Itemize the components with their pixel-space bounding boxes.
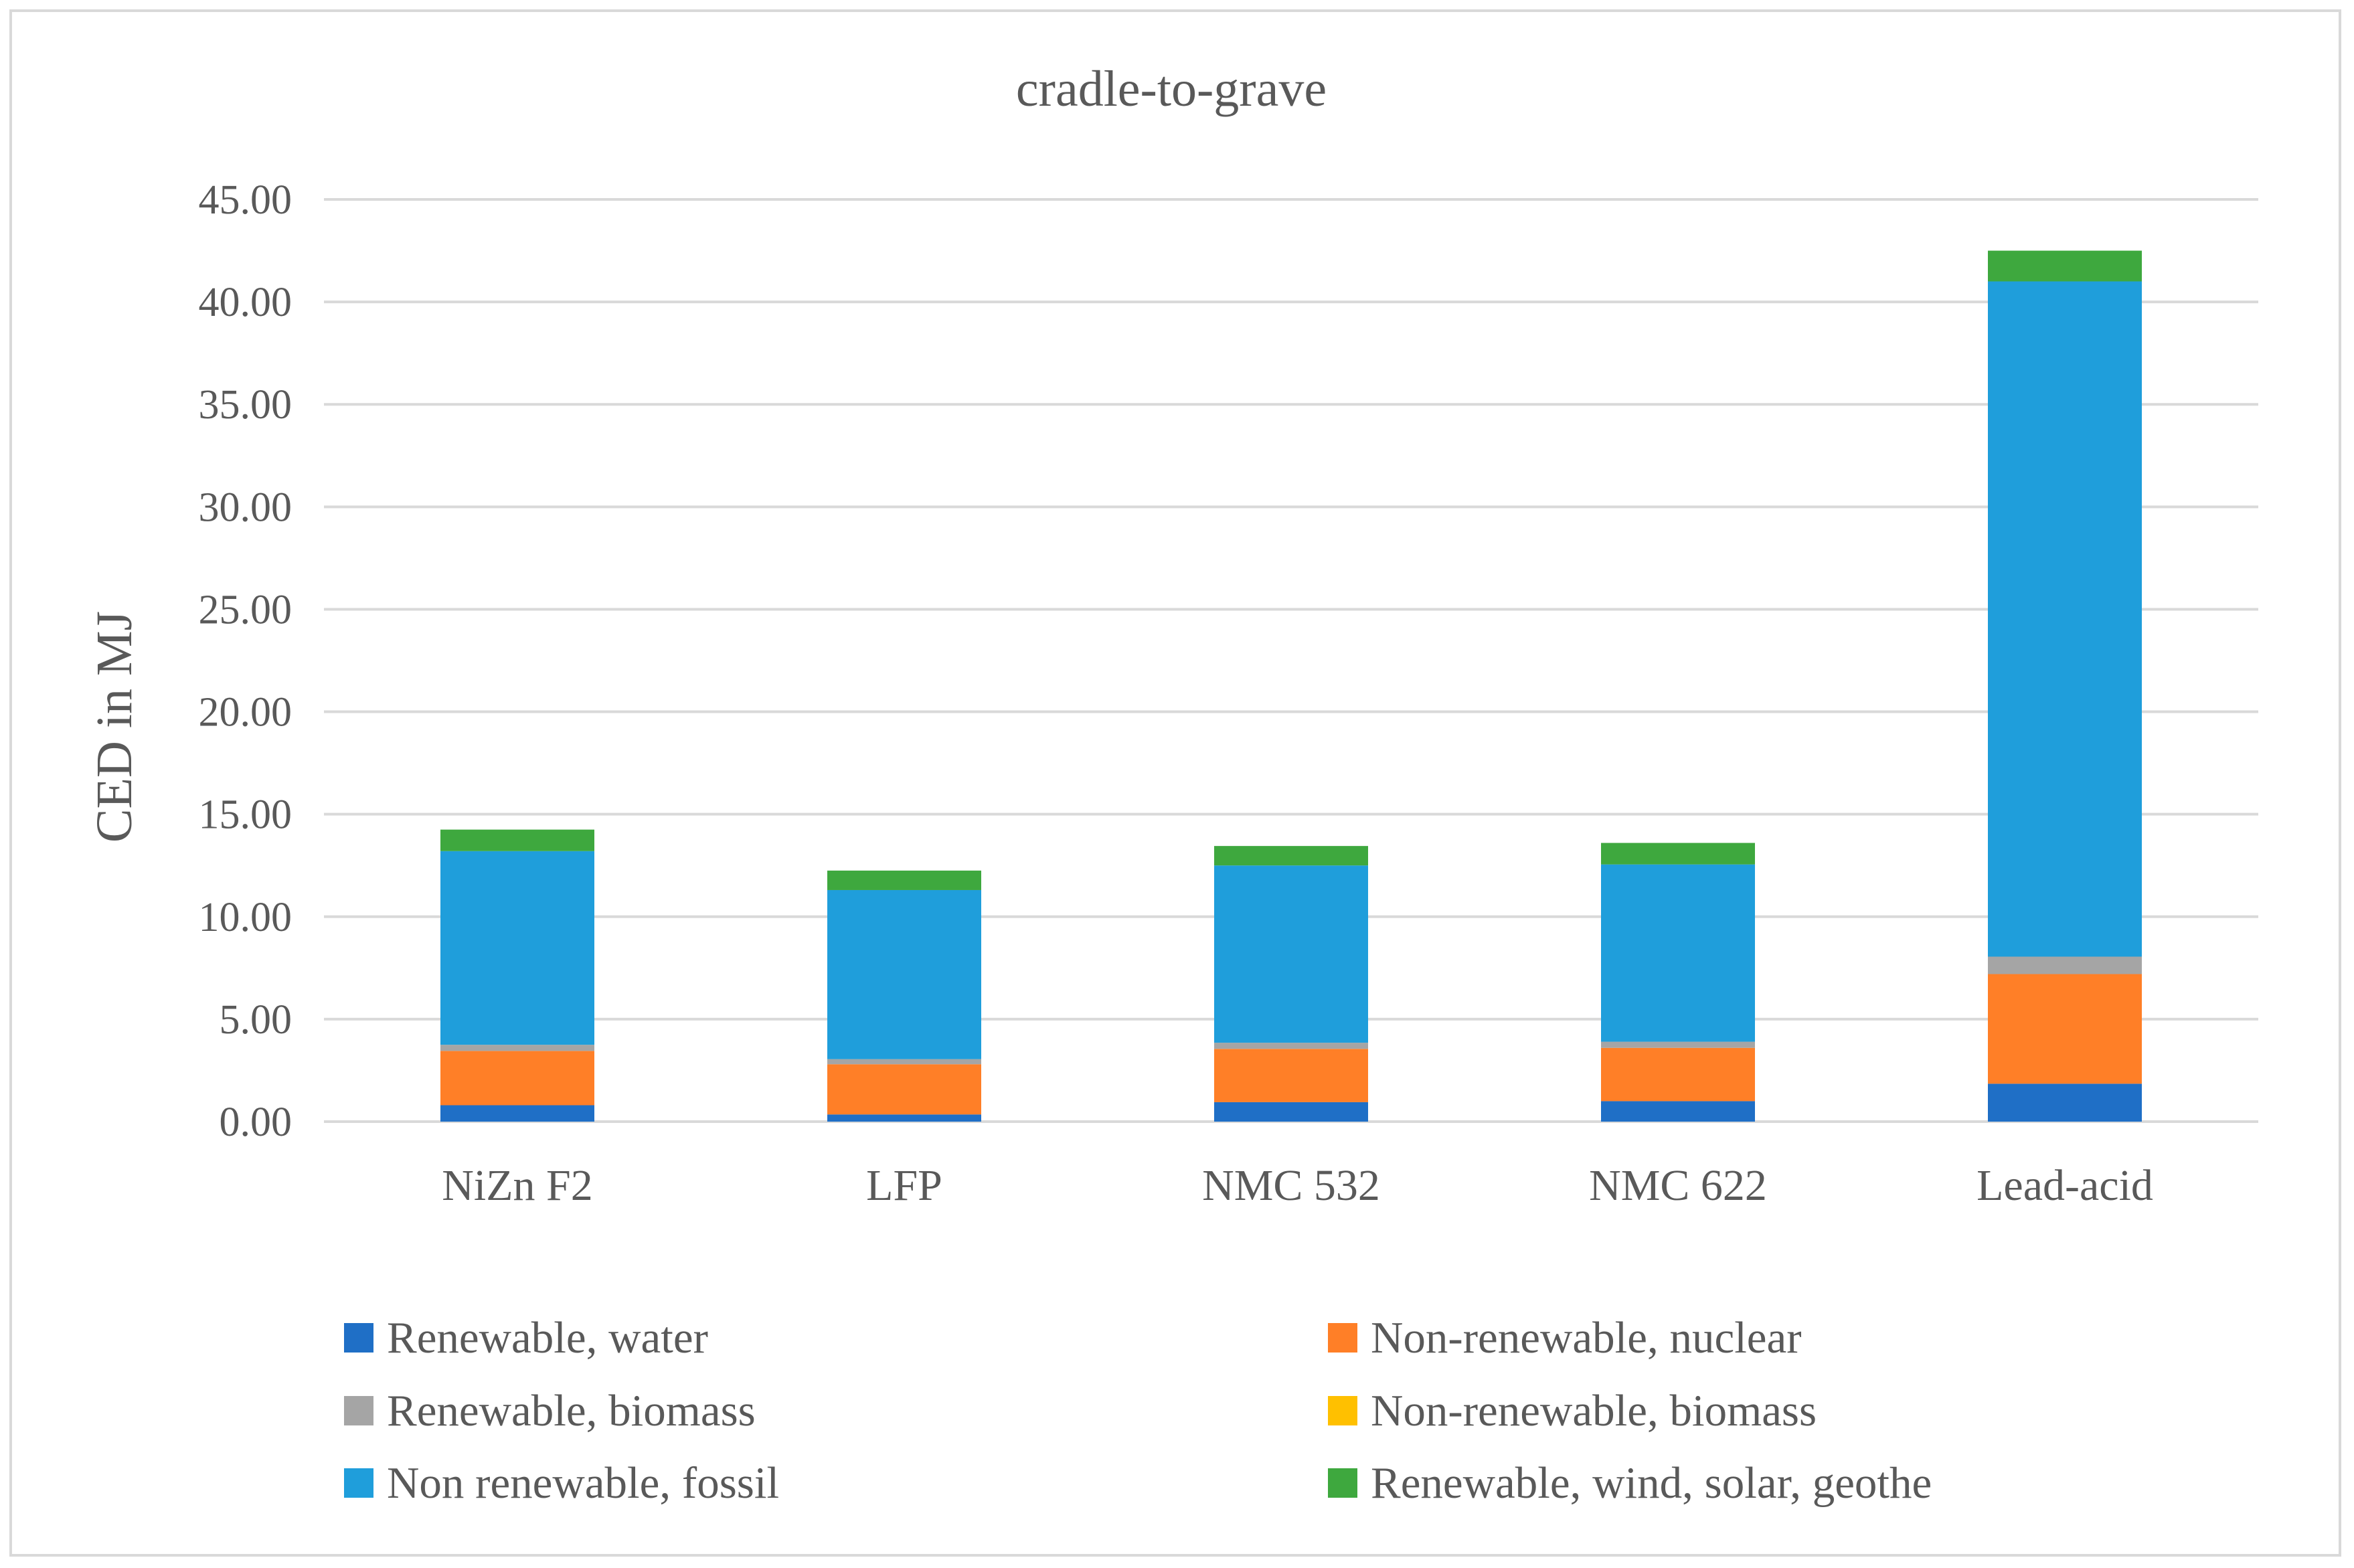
y-tick-label: 35.00 xyxy=(199,382,292,428)
bar-segment xyxy=(1601,843,1755,865)
x-axis-categories: NiZn F2 LFP NMC 532 NMC 622 Lead-acid xyxy=(442,1161,2153,1210)
bar-segment xyxy=(440,1105,594,1122)
legend-label: Renewable, biomass xyxy=(387,1386,756,1435)
bar-segment xyxy=(1988,250,2142,282)
legend-entry: Non-renewable, nuclear xyxy=(1328,1313,1802,1363)
y-tick-label: 30.00 xyxy=(199,485,292,530)
bars xyxy=(440,250,2142,1122)
bar-segment xyxy=(1601,864,1755,1042)
legend-swatch xyxy=(344,1396,373,1425)
bar-segment xyxy=(1214,1049,1368,1102)
bar-segment xyxy=(1601,1101,1755,1122)
bar-segment xyxy=(827,870,981,890)
bar-segment xyxy=(1601,1041,1755,1048)
y-tick-label: 5.00 xyxy=(220,997,292,1043)
bar-segment xyxy=(1988,281,2142,957)
bar-segment xyxy=(827,889,981,1059)
chart-title: cradle-to-grave xyxy=(1016,61,1327,117)
legend-entry: Renewable, wind, solar, geothe xyxy=(1328,1458,1932,1508)
legend-label: Non-renewable, nuclear xyxy=(1371,1313,1802,1363)
bar-segment xyxy=(1988,974,2142,1084)
bar-segment xyxy=(1214,865,1368,1043)
x-category-label: Lead-acid xyxy=(1977,1161,2153,1210)
y-tick-label: 20.00 xyxy=(199,690,292,735)
x-category-label: NMC 532 xyxy=(1202,1161,1380,1210)
legend-label: Renewable, wind, solar, geothe xyxy=(1371,1458,1932,1508)
bar-segment xyxy=(440,851,594,1045)
y-axis-title: CED in MJ xyxy=(86,611,143,843)
legend-label: Non-renewable, biomass xyxy=(1371,1386,1817,1435)
bar-segment xyxy=(1601,1047,1755,1102)
legend-entry: Non-renewable, biomass xyxy=(1328,1386,1817,1435)
x-category-label: NMC 622 xyxy=(1589,1161,1767,1210)
legend: Renewable, water Non-renewable, nuclear Re… xyxy=(344,1313,1932,1508)
y-tick-label: 25.00 xyxy=(199,587,292,632)
gridlines xyxy=(324,198,2258,1123)
y-tick-label: 40.00 xyxy=(199,280,292,325)
y-axis-ticks: 0.00 5.00 10.00 15.00 20.00 25.00 30.00 35.00 40… xyxy=(199,177,292,1145)
y-tick-label: 15.00 xyxy=(199,792,292,838)
bar-segment xyxy=(827,1059,981,1065)
bar-segment xyxy=(827,1064,981,1115)
chart-canvas: 0.00 5.00 10.00 15.00 20.00 25.00 30.00 35.00 40… xyxy=(86,61,2258,1508)
bar-segment xyxy=(1988,956,2142,974)
legend-entry: Renewable, biomass xyxy=(344,1386,756,1435)
bar-segment xyxy=(440,1045,594,1051)
x-category-label: NiZn F2 xyxy=(442,1161,593,1210)
chart-frame: 0.00 5.00 10.00 15.00 20.00 25.00 30.00 35.00 40… xyxy=(9,9,2341,1557)
legend-label: Renewable, water xyxy=(387,1313,708,1363)
y-tick-label: 45.00 xyxy=(199,177,292,223)
legend-label: Non renewable, fossil xyxy=(387,1458,779,1508)
legend-entry: Non renewable, fossil xyxy=(344,1458,779,1508)
legend-entry: Renewable, water xyxy=(344,1313,708,1363)
legend-swatch xyxy=(1328,1323,1357,1353)
legend-swatch xyxy=(344,1468,373,1498)
bar-segment xyxy=(1214,1102,1368,1122)
bar-segment xyxy=(440,1051,594,1106)
legend-swatch xyxy=(344,1323,373,1353)
y-tick-label: 0.00 xyxy=(220,1100,292,1145)
bar-segment xyxy=(1988,1083,2142,1122)
legend-swatch xyxy=(1328,1468,1357,1498)
bar-segment xyxy=(827,1114,981,1122)
bar-segment xyxy=(1214,846,1368,866)
bar-segment xyxy=(1214,1043,1368,1049)
x-category-label: LFP xyxy=(866,1161,942,1210)
legend-swatch xyxy=(1328,1396,1357,1425)
y-tick-label: 10.00 xyxy=(199,895,292,940)
bar-segment xyxy=(440,829,594,851)
